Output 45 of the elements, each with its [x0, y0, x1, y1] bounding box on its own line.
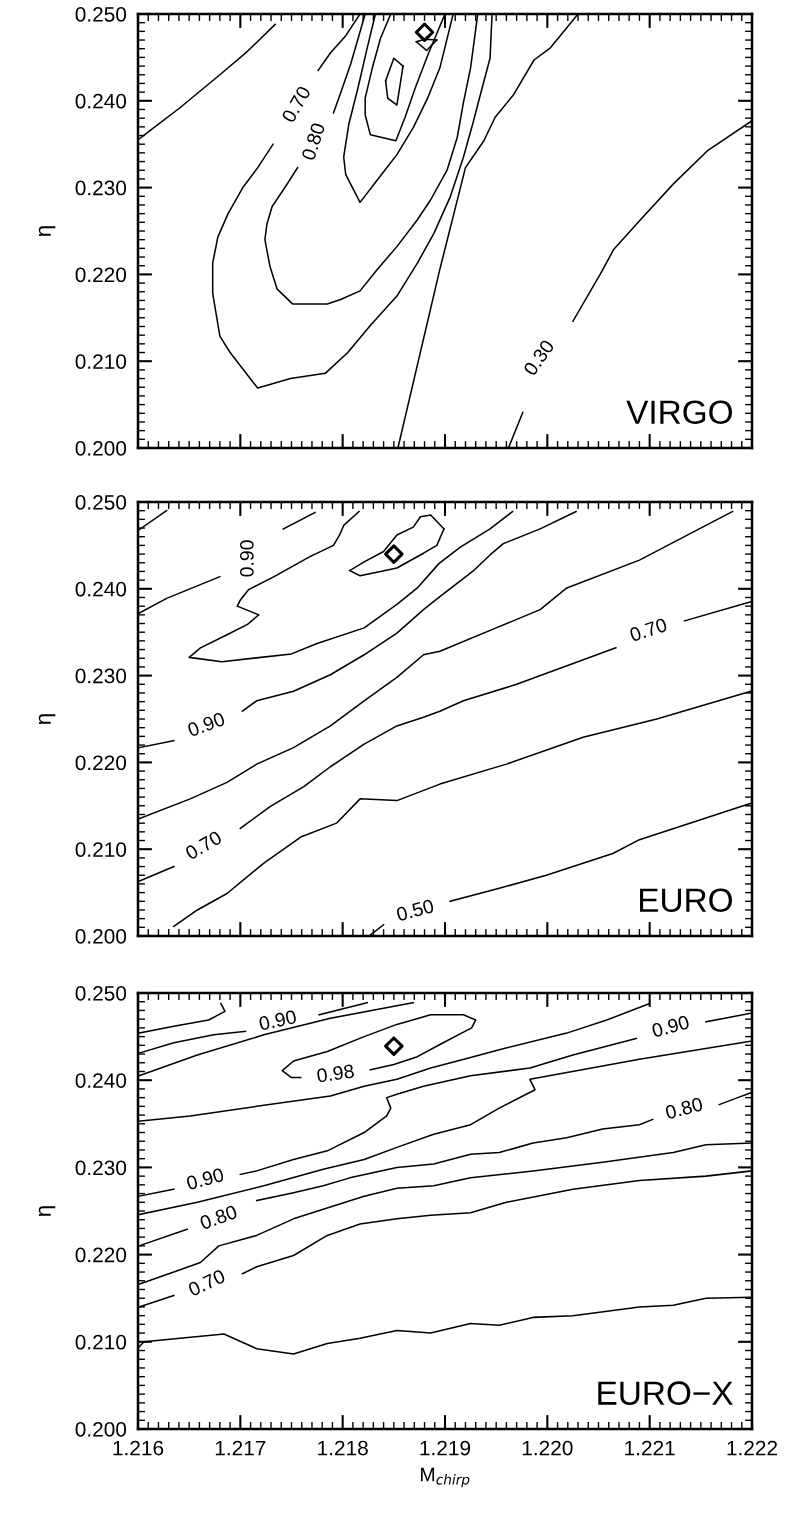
y-tick-label: 0.200 — [75, 441, 127, 456]
y-axis-title: η — [38, 714, 56, 725]
annotation: EURO — [640, 888, 732, 913]
y-tick-label: 0.230 — [75, 668, 127, 684]
annotation: 0.50 — [395, 898, 435, 922]
x-tick-label: 1.218 — [318, 1440, 368, 1456]
y-tick-label: 0.240 — [75, 1073, 127, 1088]
annotation: 0.80 — [664, 1096, 704, 1120]
y-tick-label: 0.240 — [75, 93, 127, 109]
x-tick-label: 1.217 — [215, 1440, 266, 1456]
y-tick-label: 0.200 — [75, 929, 127, 944]
y-tick-label: 0.220 — [75, 1247, 127, 1263]
y-tick-label: 0.240 — [75, 581, 127, 597]
annotation: 0.80 — [199, 1204, 238, 1230]
x-axis-title: M$_{chirp}$ — [421, 1467, 470, 1488]
annotation: 0.90 — [239, 540, 254, 577]
annotation: 0.90 — [651, 1014, 690, 1038]
y-tick-label: 0.220 — [75, 755, 127, 771]
y-tick-label: 0.210 — [75, 842, 127, 857]
annotation: 0.98 — [316, 1063, 355, 1083]
y-axis-title: η — [38, 226, 56, 237]
y-tick-label: 0.230 — [75, 1160, 127, 1176]
y-tick-label: 0.250 — [75, 7, 127, 22]
y-tick-label: 0.250 — [75, 495, 127, 510]
annotation: EURO−X — [598, 1381, 733, 1405]
annotation: 0.70 — [187, 1268, 227, 1297]
annotation: 0.70 — [184, 830, 223, 861]
y-axis-title: η — [38, 1206, 56, 1217]
annotation: 0.90 — [185, 1167, 225, 1191]
annotation: VIRGO — [626, 400, 732, 425]
y-tick-label: 0.230 — [75, 180, 127, 196]
annotation: 0.90 — [258, 1009, 297, 1031]
annotation: 0.70 — [628, 617, 668, 642]
x-tick-label: 1.222 — [727, 1440, 778, 1456]
annotation: 0.80 — [301, 122, 326, 161]
y-tick-label: 0.210 — [75, 1334, 127, 1350]
y-tick-label: 0.250 — [75, 986, 127, 1001]
x-tick-label: 1.219 — [420, 1440, 471, 1456]
x-tick-label: 1.220 — [522, 1440, 573, 1456]
x-tick-label: 1.221 — [625, 1440, 675, 1456]
annotation: 0.90 — [186, 711, 226, 738]
y-tick-label: 0.210 — [75, 354, 127, 369]
y-tick-label: 0.200 — [75, 1422, 127, 1437]
y-tick-label: 0.220 — [75, 267, 127, 283]
x-tick-label: 1.216 — [113, 1440, 164, 1456]
